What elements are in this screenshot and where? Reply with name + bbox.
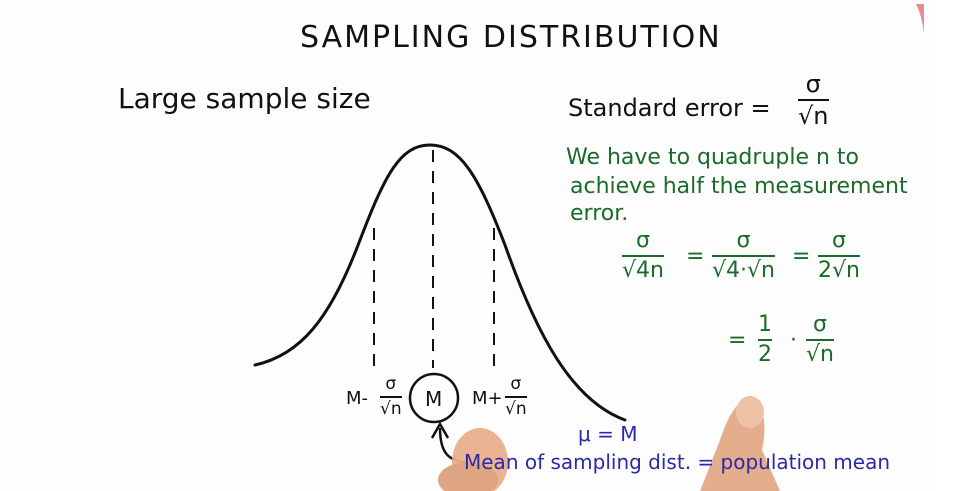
right-bound-fraction: σ √n xyxy=(505,376,527,418)
eq-fraction-1: σ √4n xyxy=(622,230,664,282)
eq-fraction-4: 1 2 xyxy=(758,314,772,366)
eq-equals-2: = xyxy=(792,244,811,269)
left-bound-prefix: M- xyxy=(346,388,369,409)
fraction-bar xyxy=(380,396,402,398)
eq-equals-1: = xyxy=(686,244,705,269)
standard-error-num: σ xyxy=(805,70,821,98)
mean-arrow-head xyxy=(430,421,450,439)
standard-error-fraction: σ √n xyxy=(798,72,829,128)
right-bound-prefix: M+ xyxy=(472,388,503,409)
presenter-hand-left xyxy=(438,428,508,491)
standard-error-label: Standard error = xyxy=(568,94,771,122)
mean-label: M xyxy=(425,387,443,411)
subtitle: Large sample size xyxy=(118,82,371,115)
fraction-bar xyxy=(806,339,834,341)
eq-f1-den: √4n xyxy=(622,258,664,283)
fraction-bar xyxy=(758,339,772,341)
mean-circle xyxy=(408,372,460,424)
eq-f1-num: σ xyxy=(636,228,650,253)
page-title: SAMPLING DISTRIBUTION xyxy=(300,20,722,55)
left-bound-fraction: σ √n xyxy=(380,376,402,418)
mu-equals-m: μ = M xyxy=(578,422,638,446)
eq-f5-den: √n xyxy=(806,342,834,367)
left-bound-num: σ xyxy=(385,374,397,394)
eq-fraction-3: σ 2√n xyxy=(818,230,860,282)
eq-dot: · xyxy=(790,328,797,353)
eq-f2-num: σ xyxy=(736,228,751,253)
left-bound-den: √n xyxy=(380,399,402,419)
corner-mark xyxy=(916,4,924,34)
eq-f3-den: 2√n xyxy=(818,258,860,283)
eq-f3-num: σ xyxy=(832,228,846,253)
fraction-bar xyxy=(622,255,664,257)
fraction-bar xyxy=(505,396,527,398)
note-line-2: achieve half the measurement xyxy=(570,174,908,199)
eq-f4-den: 2 xyxy=(758,342,772,367)
eq-equals-3: = xyxy=(728,328,747,353)
note-line-3: error. xyxy=(570,201,629,226)
fraction-bar xyxy=(712,255,775,257)
eq-fraction-2: σ √4·√n xyxy=(712,230,775,282)
normal-curve xyxy=(253,143,627,422)
standard-error-den: √n xyxy=(798,102,829,130)
eq-f2-den: √4·√n xyxy=(712,258,775,283)
mean-of-sampling-note: Mean of sampling dist. = population mean xyxy=(464,450,891,474)
board-margin xyxy=(934,0,959,491)
presenter-hand-right xyxy=(700,396,780,491)
eq-f4-num: 1 xyxy=(758,312,772,337)
note-line-1: We have to quadruple n to xyxy=(566,145,860,170)
eq-fraction-5: σ √n xyxy=(806,314,834,366)
fraction-bar xyxy=(798,99,829,101)
fraction-bar xyxy=(818,255,860,257)
right-bound-num: σ xyxy=(510,374,522,394)
right-bound-den: √n xyxy=(505,399,527,419)
eq-f5-num: σ xyxy=(813,312,827,337)
